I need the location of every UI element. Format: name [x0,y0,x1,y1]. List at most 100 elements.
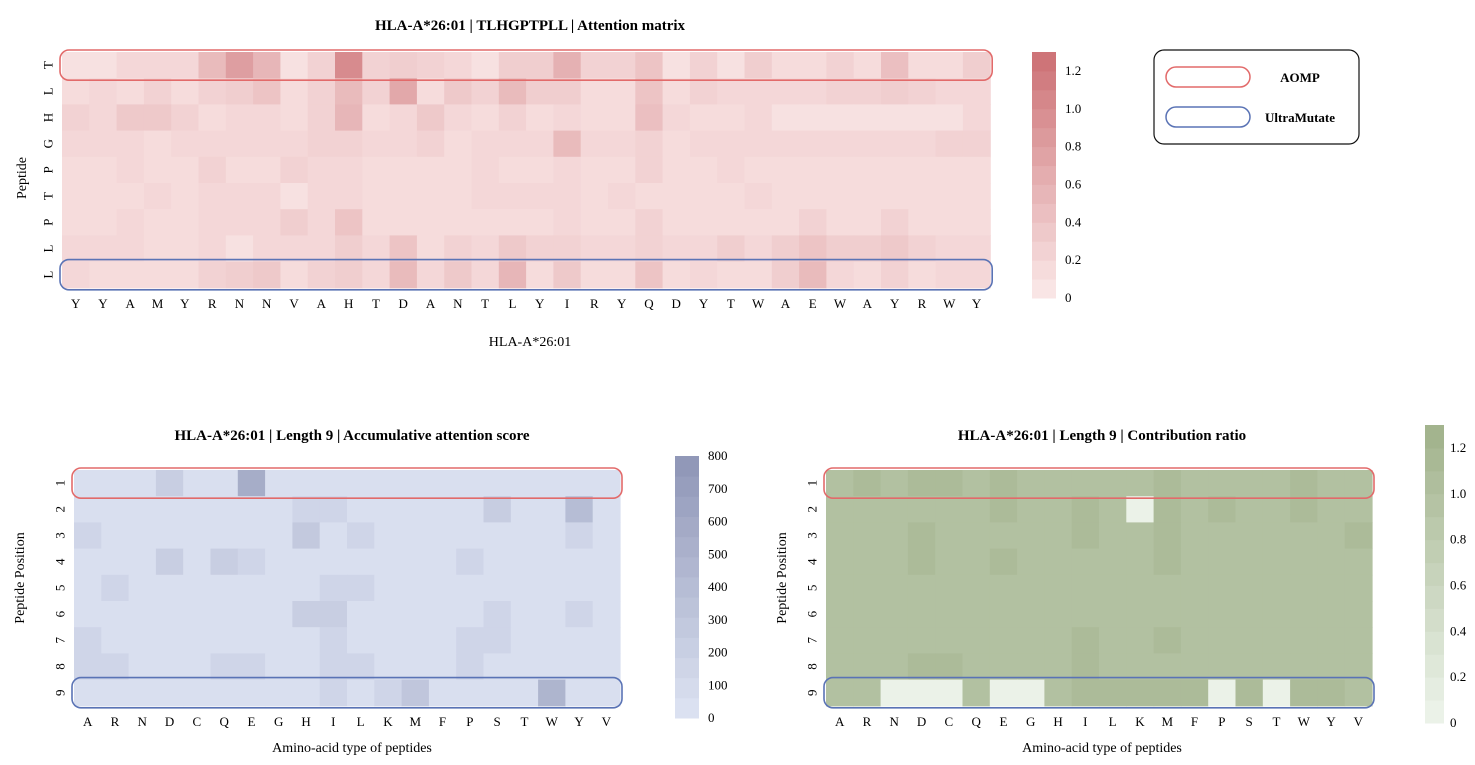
heatmap-cell [319,601,348,628]
heatmap-cell [771,235,800,263]
colorbar-segment [1425,700,1444,724]
heatmap-cell [799,209,827,236]
x-axis-label: HLA-A*26:01 [489,335,571,350]
heatmap-cell [1099,653,1127,681]
x-tick-label: A [83,714,93,729]
heatmap-cell [155,522,184,550]
x-tick-label: A [835,714,845,729]
heatmap-cell [962,52,991,79]
heatmap-cell [935,548,964,576]
heatmap-cell [483,470,512,497]
heatmap-cell [456,548,485,576]
heatmap-cell [989,522,1018,550]
heatmap-cell [689,104,718,132]
y-tick-label: 7 [805,637,820,644]
heatmap-cell [565,522,594,550]
heatmap-cell [319,496,348,523]
heatmap-cell [198,52,227,79]
heatmap-cell [1153,601,1182,628]
heatmap-cell [253,261,281,289]
chart-title: HLA-A*26:01 | Length 9 | Accumulative at… [174,428,529,444]
heatmap-cell [689,261,718,289]
heatmap-cell [1180,679,1209,707]
heatmap-cell [1071,679,1100,707]
heatmap-cell [826,183,855,210]
heatmap-cell [1290,522,1318,550]
heatmap-cell [799,78,827,105]
heatmap-cell [1180,496,1209,523]
heatmap-cell [935,574,964,602]
heatmap-cell [580,104,609,132]
heatmap-cell [483,679,512,707]
heatmap-cell [880,470,909,497]
heatmap-cell [253,78,281,105]
heatmap-cell [74,653,102,681]
colorbar-segment [1032,127,1056,148]
x-tick-label: M [152,296,164,311]
heatmap-cell [1017,574,1045,602]
heatmap-cell [401,470,430,497]
heatmap-cell [1071,548,1100,576]
colorbar-segment [1425,654,1444,678]
heatmap-cell [1344,522,1373,550]
heatmap-cell [744,52,773,79]
heatmap-cell [553,104,582,132]
heatmap-cell [362,235,391,263]
heatmap-cell [428,548,457,576]
heatmap-cell [210,470,239,497]
heatmap-cell [826,574,854,602]
heatmap-cell [608,261,636,289]
heatmap-cell [225,209,254,236]
legend-swatch-aomp [1165,66,1251,88]
heatmap-cell [1044,679,1073,707]
colorbar-segment [1425,677,1444,701]
heatmap-cell [253,52,281,79]
heatmap-cell [1235,679,1264,707]
colorbar-tick-label: 700 [708,481,728,496]
heatmap-cell [881,52,909,79]
heatmap-cell [1290,574,1318,602]
heatmap-cell [265,470,293,497]
heatmap-cell [183,653,212,681]
heatmap-cell [198,209,227,236]
heatmap-cell [471,209,500,236]
heatmap-cell [444,156,473,184]
colorbar-tick-label: 0 [1065,290,1072,305]
heatmap-cell [907,470,936,497]
heatmap-cell [689,52,718,79]
heatmap-cell [265,574,293,602]
heatmap-cell [717,156,746,184]
colorbar-tick-label: 400 [708,579,728,594]
x-tick-label: Q [219,714,229,729]
heatmap-cell [225,235,254,263]
heatmap-cell [292,496,321,523]
x-tick-label: T [520,714,528,729]
heatmap-cell [744,156,773,184]
heatmap-cell [826,653,854,681]
heatmap-cell [483,574,512,602]
heatmap-cell [171,156,200,184]
heatmap-cell [635,130,664,158]
heatmap-cell [74,627,102,654]
heatmap-cell [799,235,827,263]
heatmap-cell [538,601,566,628]
heatmap-cell [907,601,936,628]
heatmap-cell [183,679,212,707]
heatmap-cell [826,209,855,236]
heatmap-cell [689,183,718,210]
heatmap-cell [183,496,212,523]
heatmap-cell [389,78,418,105]
heatmap-cell [1099,679,1127,707]
colorbar-tick-label: 0.6 [1450,577,1467,592]
heatmap-cell [1317,522,1346,550]
heatmap-cell [510,574,539,602]
heatmap-cell [225,130,254,158]
x-tick-label: R [863,714,872,729]
heatmap-cell [1153,679,1182,707]
heatmap-cell [1317,679,1346,707]
heatmap-cell [483,653,512,681]
heatmap-cell [319,679,348,707]
heatmap-cell [401,496,430,523]
heatmap-cell [826,130,855,158]
colorbar-segment [675,516,699,538]
